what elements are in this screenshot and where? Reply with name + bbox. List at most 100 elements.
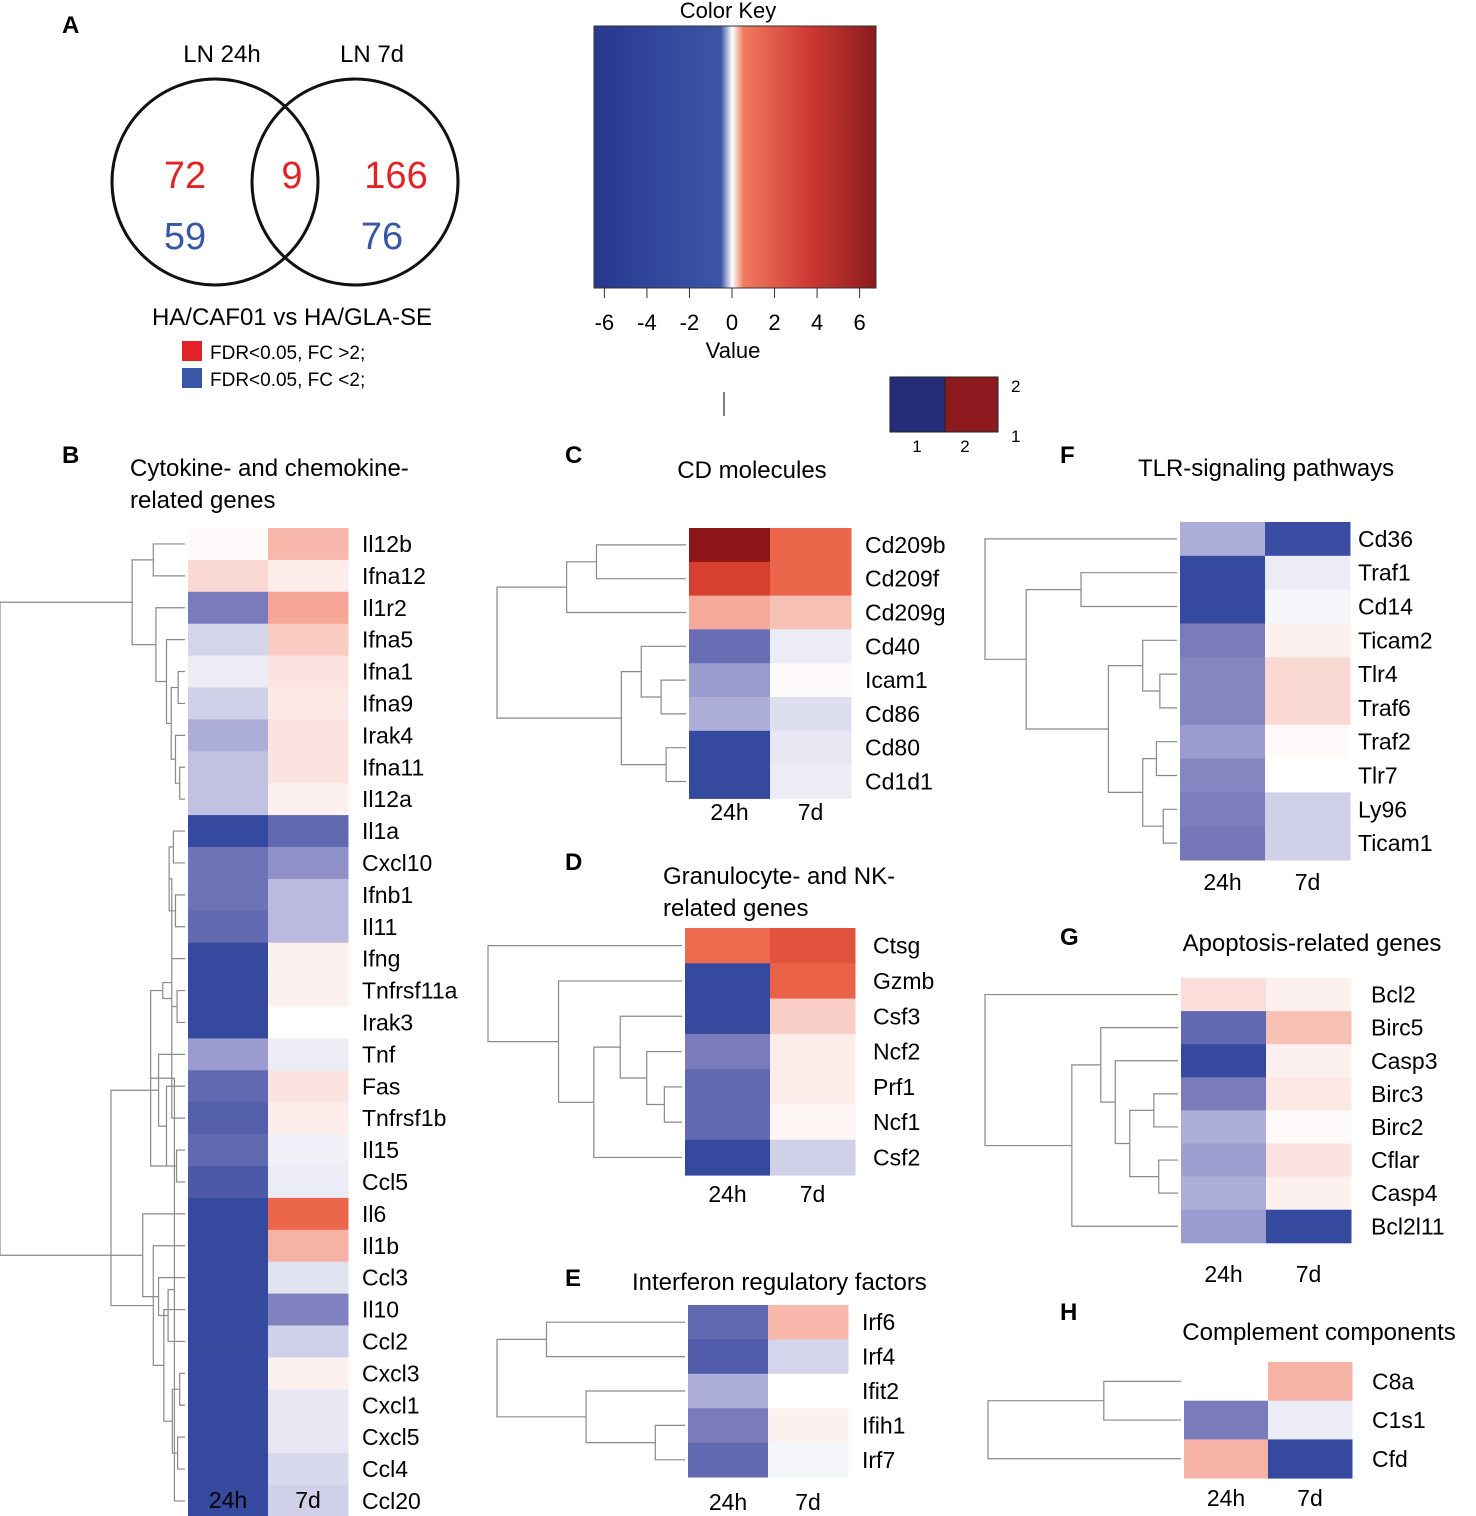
heatmap-cell — [268, 847, 349, 880]
color-key-tick-label: 6 — [853, 310, 865, 335]
row-label: Cd209g — [865, 600, 946, 626]
heatmap-cell — [689, 595, 771, 630]
row-label: Il1b — [362, 1233, 399, 1259]
row-label: Irak3 — [362, 1009, 413, 1035]
heatmap-cell — [1266, 1110, 1352, 1144]
heatmap-cell — [188, 942, 269, 976]
heatmap-cell — [188, 751, 269, 784]
panel-letter-d: D — [565, 849, 582, 876]
heatmap-cell — [1265, 792, 1351, 827]
heatmap-cell — [1266, 1143, 1352, 1178]
heatmap-cell — [770, 1104, 856, 1141]
heatmap-cell — [689, 730, 771, 766]
heatmap-cell — [268, 974, 349, 1007]
heatmap-cell — [1181, 1176, 1267, 1211]
heatmap-cell — [268, 719, 349, 752]
row-label: Tnfrsf1b — [362, 1105, 446, 1131]
heatmap-cell — [1180, 758, 1266, 793]
heatmap-cell — [768, 1305, 849, 1340]
column-label: 24h — [710, 799, 748, 825]
row-label: Birc3 — [1371, 1081, 1423, 1107]
venn-left-up-count: 72 — [164, 155, 206, 197]
heatmap-cell — [188, 1102, 269, 1135]
legend-label-up: FDR<0.05, FC >2; — [210, 343, 365, 364]
heatmap-cell — [688, 1305, 769, 1340]
heatmap-cell — [1180, 792, 1266, 827]
legend-swatch-red — [182, 341, 202, 361]
color-key-ticks: -6 -4 -2 0 2 4 6 — [595, 288, 866, 335]
heatmap-cell — [1265, 826, 1351, 861]
heatmap-cell — [1184, 1362, 1269, 1402]
color-key-tick-label: 0 — [726, 310, 738, 335]
heatmap-cell — [770, 730, 852, 766]
venn-left-circle — [110, 77, 320, 287]
heatmap-cell — [268, 1485, 349, 1516]
color-key: Color Key -6 -4 -2 0 2 4 6 Value — [593, 0, 877, 416]
venn-right-circle — [250, 77, 460, 287]
heatmap-cell — [188, 1421, 269, 1454]
row-label: Icam1 — [865, 667, 928, 693]
panel-letter-h: H — [1060, 1299, 1077, 1326]
row-label: Il1r2 — [362, 595, 407, 621]
heatmap-cell — [188, 1229, 269, 1263]
row-label: Traf6 — [1358, 695, 1411, 721]
heatmap-cell — [768, 1339, 849, 1375]
row-label: Cxcl3 — [362, 1360, 420, 1386]
heatmap-cell — [188, 1389, 269, 1422]
heatmap-cell — [770, 1069, 856, 1105]
row-label: Gzmb — [873, 968, 934, 994]
heatmap-cell — [268, 687, 349, 720]
panel-letter-c: C — [565, 442, 582, 469]
row-label: Ifih1 — [862, 1412, 905, 1438]
heatmap-cell — [188, 1261, 269, 1295]
heatmap-cell — [268, 1134, 349, 1167]
heatmap-cell — [770, 663, 852, 698]
mini-key-label-bottom-2: 2 — [960, 437, 969, 456]
heatmap-cell — [689, 561, 771, 597]
heatmap-cell — [268, 910, 349, 944]
panel-letter-e: E — [565, 1265, 581, 1292]
row-label: Ncf1 — [873, 1109, 920, 1135]
row-label: Cd209f — [865, 566, 940, 592]
heatmap-cell — [1266, 1077, 1352, 1111]
heatmap-cell — [188, 1325, 269, 1358]
row-label: Ifit2 — [862, 1378, 899, 1404]
row-label: Cd1d1 — [865, 769, 933, 795]
heatmap-cell — [188, 847, 269, 880]
heatmap-cell — [188, 719, 269, 752]
row-label: Cd40 — [865, 633, 920, 659]
heatmap-cell — [770, 963, 856, 1000]
heatmap-cell — [268, 1389, 349, 1422]
panel-title-f: TLR-signaling pathways — [1138, 455, 1394, 482]
heatmap-cell — [188, 655, 269, 688]
panel-title-b-line1: Cytokine- and chemokine- — [130, 455, 409, 482]
heatmap-cell — [1180, 623, 1266, 658]
heatmap-cell — [188, 1006, 269, 1039]
panel-letter-a: A — [62, 12, 79, 39]
heatmap-cell — [1266, 1176, 1352, 1211]
heatmap-cell — [188, 591, 269, 625]
row-label: Tlr7 — [1358, 763, 1398, 789]
heatmap-cell — [268, 528, 349, 561]
heatmap-cell — [268, 1006, 349, 1039]
row-label: Ccl5 — [362, 1169, 408, 1195]
heatmap-cell — [188, 878, 269, 912]
heatmap-cell — [188, 1293, 269, 1326]
dendrogram — [984, 993, 1178, 1227]
heatmap-cell — [770, 998, 856, 1035]
row-label: Tnf — [362, 1041, 396, 1067]
row-label: Irf4 — [862, 1344, 895, 1370]
venn-right-label: LN 7d — [340, 41, 404, 68]
dendrogram — [496, 1321, 685, 1461]
row-label: Birc5 — [1371, 1015, 1423, 1041]
row-label: Cxcl5 — [362, 1424, 420, 1450]
heatmap-cell — [770, 928, 856, 964]
heatmap-panel-b: B Cytokine- and chemokine- related genes… — [0, 442, 458, 1516]
column-label: 7d — [1295, 869, 1321, 895]
color-key-tick-label: -4 — [637, 310, 657, 335]
heatmap-cell — [770, 697, 852, 732]
heatmap-cell — [685, 928, 771, 964]
heatmap-cell — [768, 1442, 849, 1478]
column-label: 24h — [1204, 1261, 1242, 1287]
heatmap-cell — [268, 1166, 349, 1199]
